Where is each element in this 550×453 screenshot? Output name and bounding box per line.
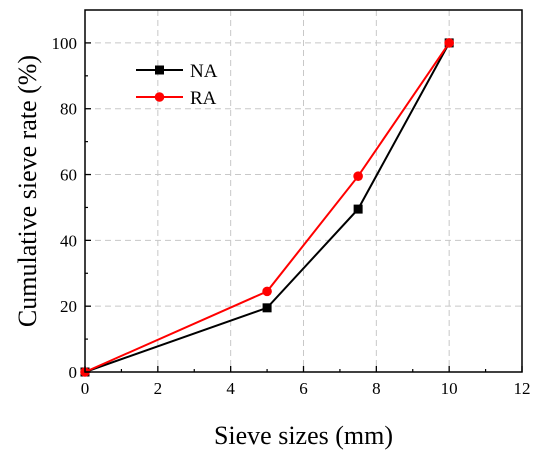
x-tick-label: 4 <box>226 379 235 398</box>
series-line-na <box>84 42 451 373</box>
legend-marker-ra <box>154 92 165 102</box>
series-line-ra <box>84 42 451 373</box>
legend-label-ra: RA <box>190 88 217 109</box>
x-tick-label: 2 <box>154 379 163 398</box>
y-tick-label: 0 <box>69 363 78 382</box>
axis-ticks: 0 2 4 6 8 10 12 0 20 40 60 80 100 <box>52 34 531 398</box>
legend-label-na: NA <box>190 61 218 82</box>
x-tick-label: 6 <box>299 379 308 398</box>
x-tick-label: 0 <box>81 379 90 398</box>
data-point-ra <box>353 171 363 181</box>
data-point-ra <box>444 38 454 48</box>
y-axis-title: Cumulative sieve rate (%) <box>13 55 42 327</box>
x-tick-label: 12 <box>514 379 531 398</box>
x-tick-label: 10 <box>441 379 458 398</box>
legend-marker-na <box>155 65 164 75</box>
y-tick-label: 40 <box>60 231 77 250</box>
data-point-na <box>262 303 272 313</box>
y-tick-label: 60 <box>60 166 77 185</box>
y-tick-label: 80 <box>60 100 77 119</box>
y-tick-label: 20 <box>60 297 77 316</box>
x-tick-label: 8 <box>372 379 381 398</box>
grid-lines <box>85 10 522 372</box>
y-tick-label: 100 <box>52 34 78 53</box>
legend: NA RA <box>136 61 218 109</box>
series-layer <box>80 38 454 377</box>
data-point-ra <box>262 286 272 297</box>
x-axis-title: Sieve sizes (mm) <box>214 421 393 450</box>
data-point-na <box>353 204 363 214</box>
